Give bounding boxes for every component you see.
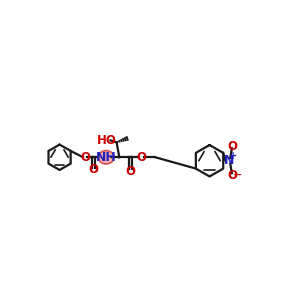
Text: O: O [137, 151, 147, 164]
Text: −: − [233, 169, 242, 179]
Text: N: N [224, 154, 234, 167]
Ellipse shape [98, 151, 114, 164]
Text: O: O [228, 169, 238, 182]
Text: O: O [228, 140, 238, 153]
Text: +: + [229, 151, 237, 161]
Text: O: O [125, 165, 136, 178]
Text: NH: NH [96, 151, 116, 164]
Text: O: O [80, 151, 90, 164]
Text: HO: HO [96, 134, 116, 147]
Text: O: O [88, 164, 98, 176]
